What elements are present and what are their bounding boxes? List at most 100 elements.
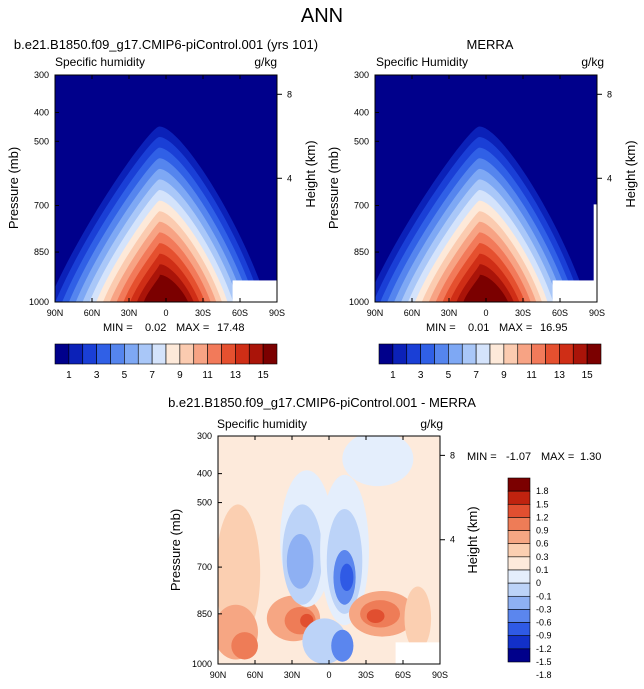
colorbar-label: 13 — [230, 370, 242, 381]
x-tick-label: 60S — [395, 670, 411, 680]
panel-diff-field-label: Specific humidity — [217, 417, 307, 431]
x-tick-label: 30S — [195, 308, 211, 318]
colorbar-swatch — [489, 343, 505, 365]
colorbar-label: 0.3 — [536, 552, 549, 562]
y-tick-label: 1000 — [349, 297, 369, 307]
panel-diff-y2label: Height (km) — [465, 506, 480, 573]
colorbar-label: 7 — [473, 370, 479, 381]
colorbar-label: -1.8 — [536, 670, 552, 680]
colorbar-label: 5 — [122, 370, 128, 381]
colorbar-swatch — [507, 569, 531, 584]
x-tick-label: 60S — [232, 308, 248, 318]
colorbar-swatch — [503, 343, 519, 365]
colorbar-label: 15 — [258, 370, 270, 381]
x-tick-label: 90N — [210, 670, 227, 680]
panel-obs-colorbar: 1 3 5 7 9 11 13 15 — [378, 343, 602, 381]
y-tick-label: 300 — [354, 70, 369, 80]
y-tick-label: 300 — [34, 70, 49, 80]
panel-diff-ylabel: Pressure (mb) — [168, 509, 183, 591]
colorbar-swatch — [82, 343, 97, 365]
missing-data-region — [593, 204, 597, 302]
colorbar-swatch — [507, 530, 531, 545]
colorbar-swatch — [434, 343, 449, 365]
x-tick-label: 90N — [367, 308, 384, 318]
x-tick-label: 0 — [163, 308, 168, 318]
x-tick-label: 60N — [247, 670, 264, 680]
panel-obs-units: g/kg — [581, 55, 604, 69]
panel-model-title: b.e21.B1850.f09_g17.CMIP6-piControl.001 … — [14, 37, 318, 52]
panel-model-field-label: Specific humidity — [55, 55, 145, 69]
colorbar-swatch — [507, 635, 531, 650]
x-tick-label: 60N — [84, 308, 101, 318]
colorbar-swatch — [507, 582, 531, 597]
y2-tick-label: 8 — [450, 450, 455, 460]
y-tick-label: 1000 — [29, 297, 49, 307]
colorbar-label: 1.2 — [536, 512, 549, 522]
y-tick-label: 400 — [34, 107, 49, 117]
y-tick-label: 850 — [197, 609, 212, 619]
colorbar-swatch — [475, 343, 491, 365]
colorbar-label: 1.8 — [536, 486, 549, 496]
colorbar-swatch — [507, 595, 531, 610]
panel-model-axes: 90N 60N 30N 0 30S 60S 90S 300 400 500 700 850 1000 8 4 — [29, 70, 292, 318]
x-tick-label: 90S — [269, 308, 285, 318]
colorbar-swatch — [545, 343, 560, 365]
panel-diff-colorbar: 1.8 1.5 1.2 0.9 0.6 0.3 0.1 0 -0.1 -0.3 -0.6 -0.9 -1… — [507, 477, 552, 680]
panel-model-max-value: 17.48 — [217, 322, 245, 334]
colorbar-swatch — [54, 343, 70, 365]
colorbar-label: 5 — [446, 370, 452, 381]
panel-model-max-label: MAX = — [176, 322, 209, 334]
y-tick-label: 300 — [197, 431, 212, 441]
panel-model-colorbar: 1 3 5 7 9 11 13 15 — [54, 343, 278, 381]
x-tick-label: 90N — [47, 308, 64, 318]
y-tick-label: 850 — [354, 247, 369, 257]
y-tick-label: 500 — [197, 498, 212, 508]
colorbar-label: -0.9 — [536, 631, 552, 641]
colorbar-swatch — [559, 343, 574, 365]
colorbar-label: 3 — [94, 370, 100, 381]
panel-diff-max-value: 1.30 — [580, 451, 601, 463]
panel-diff-axes: 90N 60N 30N 0 30S 60S 90S 300 400 500 700 850 1000 8 4 — [192, 431, 455, 680]
x-tick-label: 60S — [552, 308, 568, 318]
colorbar-label: 1 — [390, 370, 396, 381]
panel-model-ylabel: Pressure (mb) — [6, 147, 21, 229]
panel-model: b.e21.B1850.f09_g17.CMIP6-piControl.001 … — [6, 37, 318, 381]
colorbar-swatch — [110, 343, 125, 365]
missing-data-region — [552, 280, 597, 302]
colorbar-swatch — [507, 609, 531, 623]
colorbar-swatch — [96, 343, 111, 365]
colorbar-label: 11 — [526, 370, 537, 381]
panel-obs-max-label: MAX = — [499, 322, 532, 334]
panel-model-min-value: 0.02 — [145, 322, 166, 334]
x-tick-label: 30N — [441, 308, 458, 318]
panel-obs-y2label: Height (km) — [623, 140, 638, 207]
colorbar-swatch — [507, 477, 531, 492]
y2-tick-label: 4 — [287, 173, 292, 183]
colorbar-swatch — [448, 343, 463, 365]
x-tick-label: 0 — [483, 308, 488, 318]
contour-band — [340, 563, 354, 592]
colorbar-label: 1 — [66, 370, 72, 381]
colorbar-swatch — [262, 343, 278, 365]
panel-model-units: g/kg — [254, 55, 277, 69]
colorbar-label: 0 — [536, 578, 541, 588]
colorbar-swatch — [378, 343, 394, 365]
panel-diff: b.e21.B1850.f09_g17.CMIP6-piControl.001 … — [168, 395, 601, 680]
colorbar-swatch — [507, 648, 531, 663]
colorbar-swatch — [420, 343, 435, 365]
colorbar-swatch — [124, 343, 139, 365]
y-tick-label: 850 — [34, 247, 49, 257]
panel-obs-min-value: 0.01 — [468, 322, 489, 334]
colorbar-swatch — [68, 343, 84, 365]
colorbar-label: 3 — [418, 370, 424, 381]
colorbar-swatch — [507, 622, 531, 637]
colorbar-label: -0.1 — [536, 591, 552, 601]
colorbar-swatch — [507, 490, 531, 505]
colorbar-swatch — [235, 343, 250, 365]
y-tick-label: 500 — [34, 136, 49, 146]
x-tick-label: 90S — [589, 308, 605, 318]
colorbar-swatch — [531, 343, 546, 365]
panel-model-min-label: MIN = — [103, 322, 133, 334]
panel-diff-units: g/kg — [420, 417, 443, 431]
